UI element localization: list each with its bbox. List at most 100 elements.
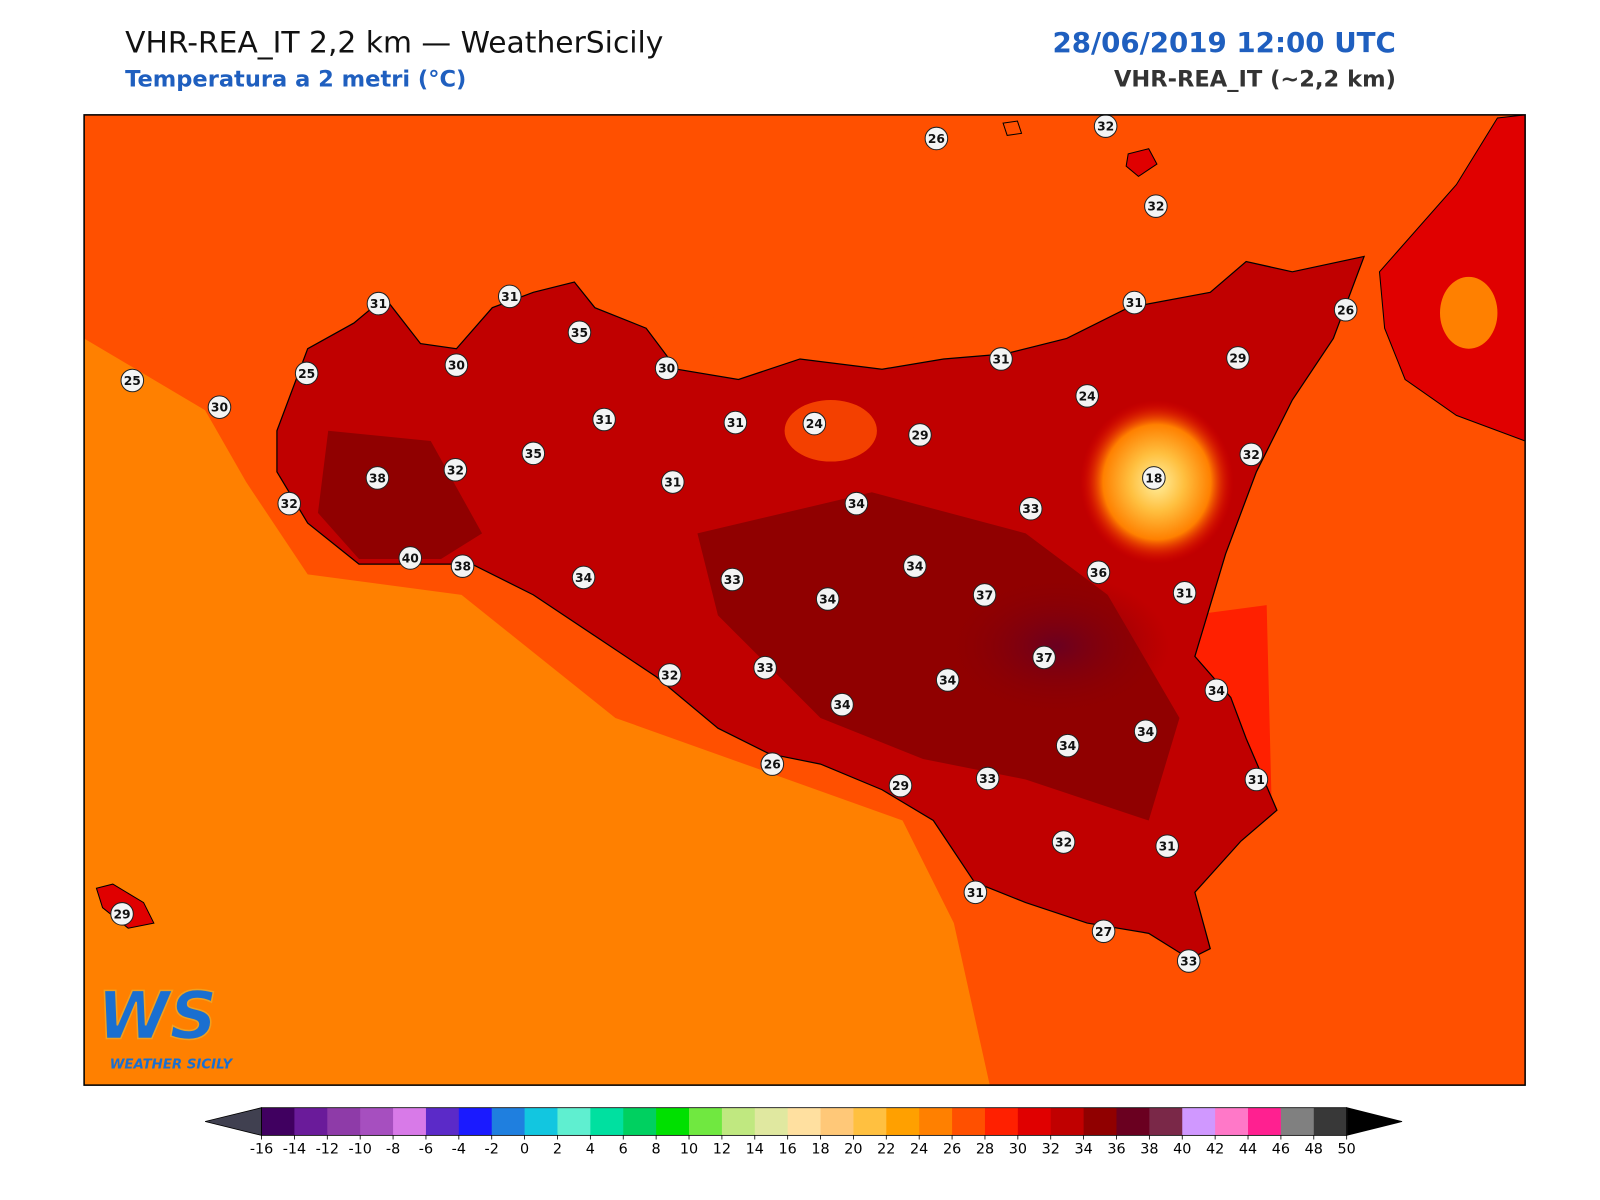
station-value: 18 [1145, 471, 1162, 485]
colorbar-bin [491, 1107, 526, 1136]
station-marker [1093, 114, 1118, 138]
station-value: 40 [402, 551, 419, 565]
colorbar-tick-label: 6 [619, 1142, 628, 1158]
station: 32 [1144, 194, 1168, 218]
station-marker [1142, 466, 1166, 490]
colorbar-bin [1149, 1107, 1183, 1136]
station: 31 [1155, 834, 1179, 858]
station-marker [972, 583, 997, 607]
station-value: 38 [369, 471, 386, 485]
station-value: 32 [281, 497, 298, 511]
station: 36 [1086, 560, 1111, 585]
station-marker [1086, 560, 1111, 585]
colorbar-under [205, 1107, 262, 1136]
station: 32 [1239, 442, 1264, 467]
station-value: 26 [928, 132, 945, 146]
station-value: 34 [833, 698, 850, 712]
station-marker [830, 692, 854, 717]
station-value: 24 [1079, 389, 1096, 403]
colorbar-bin [1083, 1107, 1118, 1136]
colorbar-tick-label: -4 [452, 1142, 466, 1158]
station-marker [1091, 919, 1116, 944]
station-marker [1204, 678, 1229, 703]
station-value: 35 [525, 447, 542, 461]
station-value: 30 [448, 359, 465, 373]
station: 35 [567, 320, 592, 345]
station-marker [1155, 834, 1179, 858]
station: 25 [294, 361, 319, 386]
colorbar-tick-label: 20 [844, 1142, 862, 1158]
station-value: 33 [724, 573, 741, 587]
station-marker [1239, 442, 1264, 467]
colorbar-tick-label: 4 [586, 1142, 595, 1158]
station-marker [365, 466, 390, 490]
model-label: VHR-REA_IT (~2,2 km) [1114, 67, 1396, 93]
colorbar-bin [721, 1107, 756, 1136]
colorbar-bin [1050, 1107, 1085, 1136]
station-marker [903, 554, 927, 578]
subtitle: Temperatura a 2 metri (°C) [125, 67, 466, 93]
colorbar-bin [524, 1107, 558, 1136]
station: 33 [1018, 496, 1043, 521]
station-value: 32 [1147, 200, 1164, 214]
colorbar-tick-label: 46 [1272, 1142, 1290, 1158]
station: 29 [1226, 346, 1250, 370]
station: 34 [935, 668, 960, 692]
station: 31 [592, 407, 616, 432]
station-marker [497, 284, 522, 309]
station-marker [521, 441, 546, 466]
station-marker [661, 470, 685, 494]
colorbar-over [1346, 1107, 1403, 1136]
station-value: 34 [1059, 739, 1076, 753]
station: 32 [657, 663, 682, 687]
station-value: 34 [1208, 684, 1225, 698]
station-marker [975, 766, 1000, 791]
station-value: 36 [1090, 566, 1107, 580]
station-value: 24 [806, 417, 823, 431]
station: 31 [661, 470, 685, 494]
title: VHR-REA_IT 2,2 km — WeatherSicily [125, 26, 663, 61]
station-value: 31 [727, 416, 744, 430]
station-marker [567, 320, 592, 345]
station-marker [1075, 384, 1099, 408]
colorbar-bin [623, 1107, 657, 1136]
colorbar-tick-label: 14 [746, 1142, 764, 1158]
station: 34 [830, 692, 854, 717]
station-value: 31 [992, 353, 1009, 367]
station: 31 [366, 291, 391, 316]
colorbar-bin [656, 1107, 690, 1136]
colorbar-tick-label: 18 [811, 1142, 829, 1158]
colorbar-tick-label: 38 [1140, 1142, 1158, 1158]
colorbar-bin [952, 1107, 986, 1136]
colorbar-tick-label: 12 [713, 1142, 731, 1158]
station-value: 34 [848, 497, 865, 511]
hot-core [943, 574, 1170, 718]
station: 32 [277, 491, 302, 516]
station: 26 [1333, 297, 1358, 322]
station-marker [844, 491, 869, 516]
stations: 26 32 32 31 31 35 25 25 30 30 30 31 26 31 29 24 31 31 24 29… [110, 114, 1358, 973]
station: 31 [1172, 581, 1197, 605]
station: 29 [888, 773, 913, 798]
station: 33 [1176, 949, 1201, 973]
colorbar-bin [327, 1107, 361, 1136]
station: 34 [1133, 719, 1158, 744]
station-value: 31 [370, 297, 387, 311]
station: 31 [1244, 767, 1269, 792]
station: 37 [1032, 645, 1056, 670]
colorbar-tick-label: 32 [1042, 1142, 1060, 1158]
station-marker [1226, 346, 1250, 370]
colorbar-bin [393, 1107, 427, 1136]
station-value: 33 [1180, 955, 1197, 969]
station: 34 [571, 565, 596, 590]
station-marker [366, 291, 391, 316]
madonie-cool [784, 400, 877, 462]
station: 31 [1122, 290, 1147, 315]
station-value: 31 [1248, 773, 1265, 787]
station-value: 34 [1137, 725, 1154, 739]
calabria-cool [1440, 276, 1498, 349]
colorbar-bin [1248, 1107, 1282, 1136]
station-marker [277, 491, 302, 516]
station-marker [723, 410, 748, 435]
calabria [1378, 114, 1526, 442]
